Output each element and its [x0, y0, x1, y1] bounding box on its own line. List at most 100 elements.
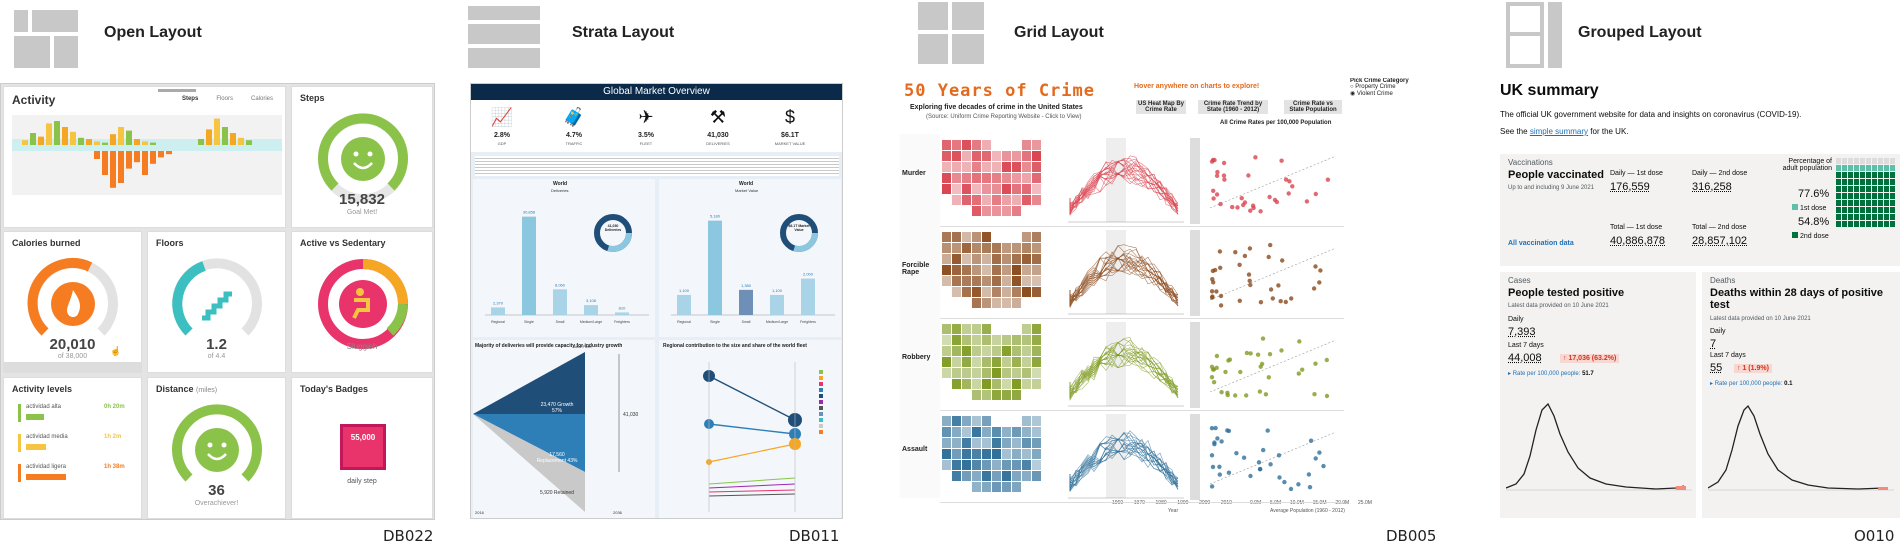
state-tile[interactable] — [1012, 449, 1021, 459]
state-point[interactable] — [1209, 364, 1215, 369]
state-tile[interactable] — [982, 346, 991, 356]
option-property[interactable]: ○ Property Crime — [1350, 84, 1396, 90]
state-tile[interactable] — [1012, 482, 1021, 492]
state-tile[interactable] — [972, 206, 981, 216]
state-point[interactable] — [1279, 348, 1284, 353]
state-tile[interactable] — [1032, 265, 1041, 275]
state-tile[interactable] — [1022, 460, 1031, 470]
state-tile[interactable] — [942, 449, 951, 459]
state-tile[interactable] — [1012, 427, 1021, 437]
state-tile[interactable] — [1032, 460, 1041, 470]
state-tile[interactable] — [982, 368, 991, 378]
state-tile[interactable] — [942, 335, 951, 345]
state-tile[interactable] — [992, 346, 1001, 356]
state-tile[interactable] — [962, 427, 971, 437]
state-tile[interactable] — [1012, 265, 1021, 275]
state-point[interactable] — [1313, 191, 1318, 197]
state-tile[interactable] — [942, 357, 951, 367]
state-tile[interactable] — [952, 368, 961, 378]
state-tile[interactable] — [972, 335, 981, 345]
state-tile[interactable] — [1022, 449, 1031, 459]
state-point[interactable] — [1265, 428, 1270, 433]
state-point[interactable] — [1317, 280, 1322, 285]
state-point[interactable] — [1247, 246, 1253, 251]
state-point[interactable] — [1219, 439, 1224, 444]
state-point[interactable] — [1209, 484, 1215, 489]
state-tile[interactable] — [972, 232, 981, 242]
state-tile[interactable] — [962, 460, 971, 470]
state-tile[interactable] — [962, 368, 971, 378]
state-tile[interactable] — [982, 243, 991, 253]
state-tile[interactable] — [1002, 449, 1011, 459]
state-point[interactable] — [1210, 157, 1216, 163]
state-tile[interactable] — [992, 162, 1001, 172]
state-trend-line[interactable] — [1069, 347, 1179, 393]
state-tile[interactable] — [942, 243, 951, 253]
state-point[interactable] — [1286, 191, 1291, 196]
state-point[interactable] — [1278, 299, 1283, 304]
state-point[interactable] — [1211, 280, 1216, 285]
state-tile[interactable] — [952, 460, 961, 470]
state-trend-line[interactable] — [1069, 337, 1179, 393]
state-trend-line[interactable] — [1069, 357, 1179, 398]
state-point[interactable] — [1212, 267, 1218, 273]
state-tile[interactable] — [952, 335, 961, 345]
state-tile[interactable] — [1022, 379, 1031, 389]
state-tile[interactable] — [1032, 254, 1041, 264]
state-point[interactable] — [1307, 485, 1313, 490]
state-point[interactable] — [1266, 375, 1271, 380]
state-point[interactable] — [1210, 464, 1216, 470]
state-point[interactable] — [1257, 467, 1263, 472]
state-tile[interactable] — [1032, 346, 1041, 356]
state-point[interactable] — [1217, 464, 1222, 469]
state-tile[interactable] — [1002, 206, 1011, 216]
state-point[interactable] — [1226, 470, 1232, 475]
state-tile[interactable] — [952, 449, 961, 459]
state-tile[interactable] — [942, 368, 951, 378]
state-point[interactable] — [1222, 177, 1227, 182]
state-point[interactable] — [1268, 462, 1273, 467]
state-tile[interactable] — [972, 390, 981, 400]
state-point[interactable] — [1283, 177, 1289, 182]
state-tile[interactable] — [972, 195, 981, 205]
state-point[interactable] — [1313, 456, 1318, 461]
state-tile[interactable] — [972, 140, 981, 150]
state-point[interactable] — [1308, 438, 1314, 443]
state-tile[interactable] — [1022, 140, 1031, 150]
state-point[interactable] — [1318, 268, 1323, 273]
state-point[interactable] — [1241, 202, 1246, 208]
state-tile[interactable] — [952, 427, 961, 437]
state-trend-line[interactable] — [1069, 430, 1179, 487]
state-point[interactable] — [1324, 357, 1329, 363]
state-tile[interactable] — [992, 482, 1001, 492]
state-tile[interactable] — [992, 390, 1001, 400]
state-point[interactable] — [1244, 350, 1250, 356]
state-tile[interactable] — [972, 265, 981, 275]
state-tile[interactable] — [952, 151, 961, 161]
deaths-rate[interactable]: ▸ Rate per 100,000 people: 0.1 — [1710, 381, 1793, 387]
state-tile[interactable] — [1022, 427, 1031, 437]
state-tile[interactable] — [992, 449, 1001, 459]
state-tile[interactable] — [982, 390, 991, 400]
state-tile[interactable] — [1012, 379, 1021, 389]
state-trend-line[interactable] — [1069, 155, 1179, 215]
state-point[interactable] — [1230, 204, 1235, 210]
state-tile[interactable] — [1002, 184, 1011, 194]
state-tile[interactable] — [1022, 416, 1031, 426]
trend-button[interactable]: Crime Rate Trend by State (1960 - 2012) — [1198, 100, 1268, 114]
state-point[interactable] — [1237, 262, 1242, 267]
state-tile[interactable] — [942, 276, 951, 286]
state-tile[interactable] — [962, 151, 971, 161]
state-tile[interactable] — [1002, 254, 1011, 264]
state-tile[interactable] — [1002, 357, 1011, 367]
state-trend-line[interactable] — [1069, 353, 1179, 398]
state-tile[interactable] — [1012, 368, 1021, 378]
state-trend-line[interactable] — [1069, 431, 1179, 492]
state-tile[interactable] — [1012, 206, 1021, 216]
state-point[interactable] — [1211, 188, 1216, 193]
state-point[interactable] — [1247, 278, 1252, 283]
state-tile[interactable] — [972, 357, 981, 367]
state-tile[interactable] — [992, 276, 1001, 286]
state-tile[interactable] — [1032, 368, 1041, 378]
state-point[interactable] — [1276, 453, 1282, 458]
